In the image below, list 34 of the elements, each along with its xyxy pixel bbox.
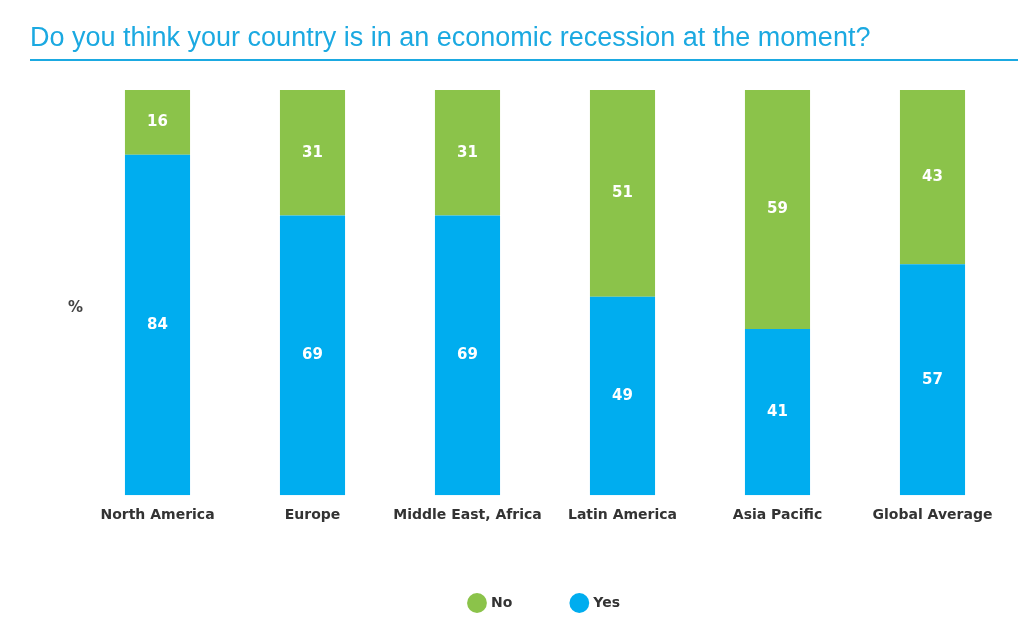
data-label: 31 xyxy=(302,142,323,161)
x-tick-label: Latin America xyxy=(567,506,678,523)
data-label: 49 xyxy=(612,385,633,404)
bar xyxy=(434,215,501,496)
data-label: 51 xyxy=(612,183,633,202)
chart-title: Do you think your country is in an economic recession at the moment? xyxy=(30,22,1018,61)
data-label: 57 xyxy=(922,369,943,388)
legend-label: No xyxy=(490,593,513,610)
bar xyxy=(899,90,966,265)
x-tick-label: Asia Pacific xyxy=(732,506,823,523)
bar xyxy=(124,90,191,155)
bar xyxy=(124,154,191,496)
bar xyxy=(899,264,966,496)
y-axis-title: % xyxy=(68,298,84,316)
legend-label: Yes xyxy=(592,593,621,610)
bar xyxy=(434,90,501,216)
x-tick-label: Middle East, Africa xyxy=(393,506,542,523)
data-label: 59 xyxy=(767,199,788,218)
data-label: 43 xyxy=(922,167,943,186)
bar xyxy=(744,90,811,330)
bar xyxy=(589,296,656,496)
bar xyxy=(279,215,346,496)
data-label: 41 xyxy=(767,402,788,421)
bar xyxy=(279,90,346,216)
data-label: 16 xyxy=(147,112,168,131)
data-label: 31 xyxy=(457,142,478,161)
x-tick-label: North America xyxy=(100,506,215,523)
data-label: 69 xyxy=(302,345,323,364)
x-tick-label: Europe xyxy=(284,506,341,523)
x-tick-label: Global Average xyxy=(872,506,993,523)
bar xyxy=(744,329,811,496)
bar xyxy=(589,90,656,297)
data-label: 69 xyxy=(457,345,478,364)
data-label: 84 xyxy=(147,314,168,333)
